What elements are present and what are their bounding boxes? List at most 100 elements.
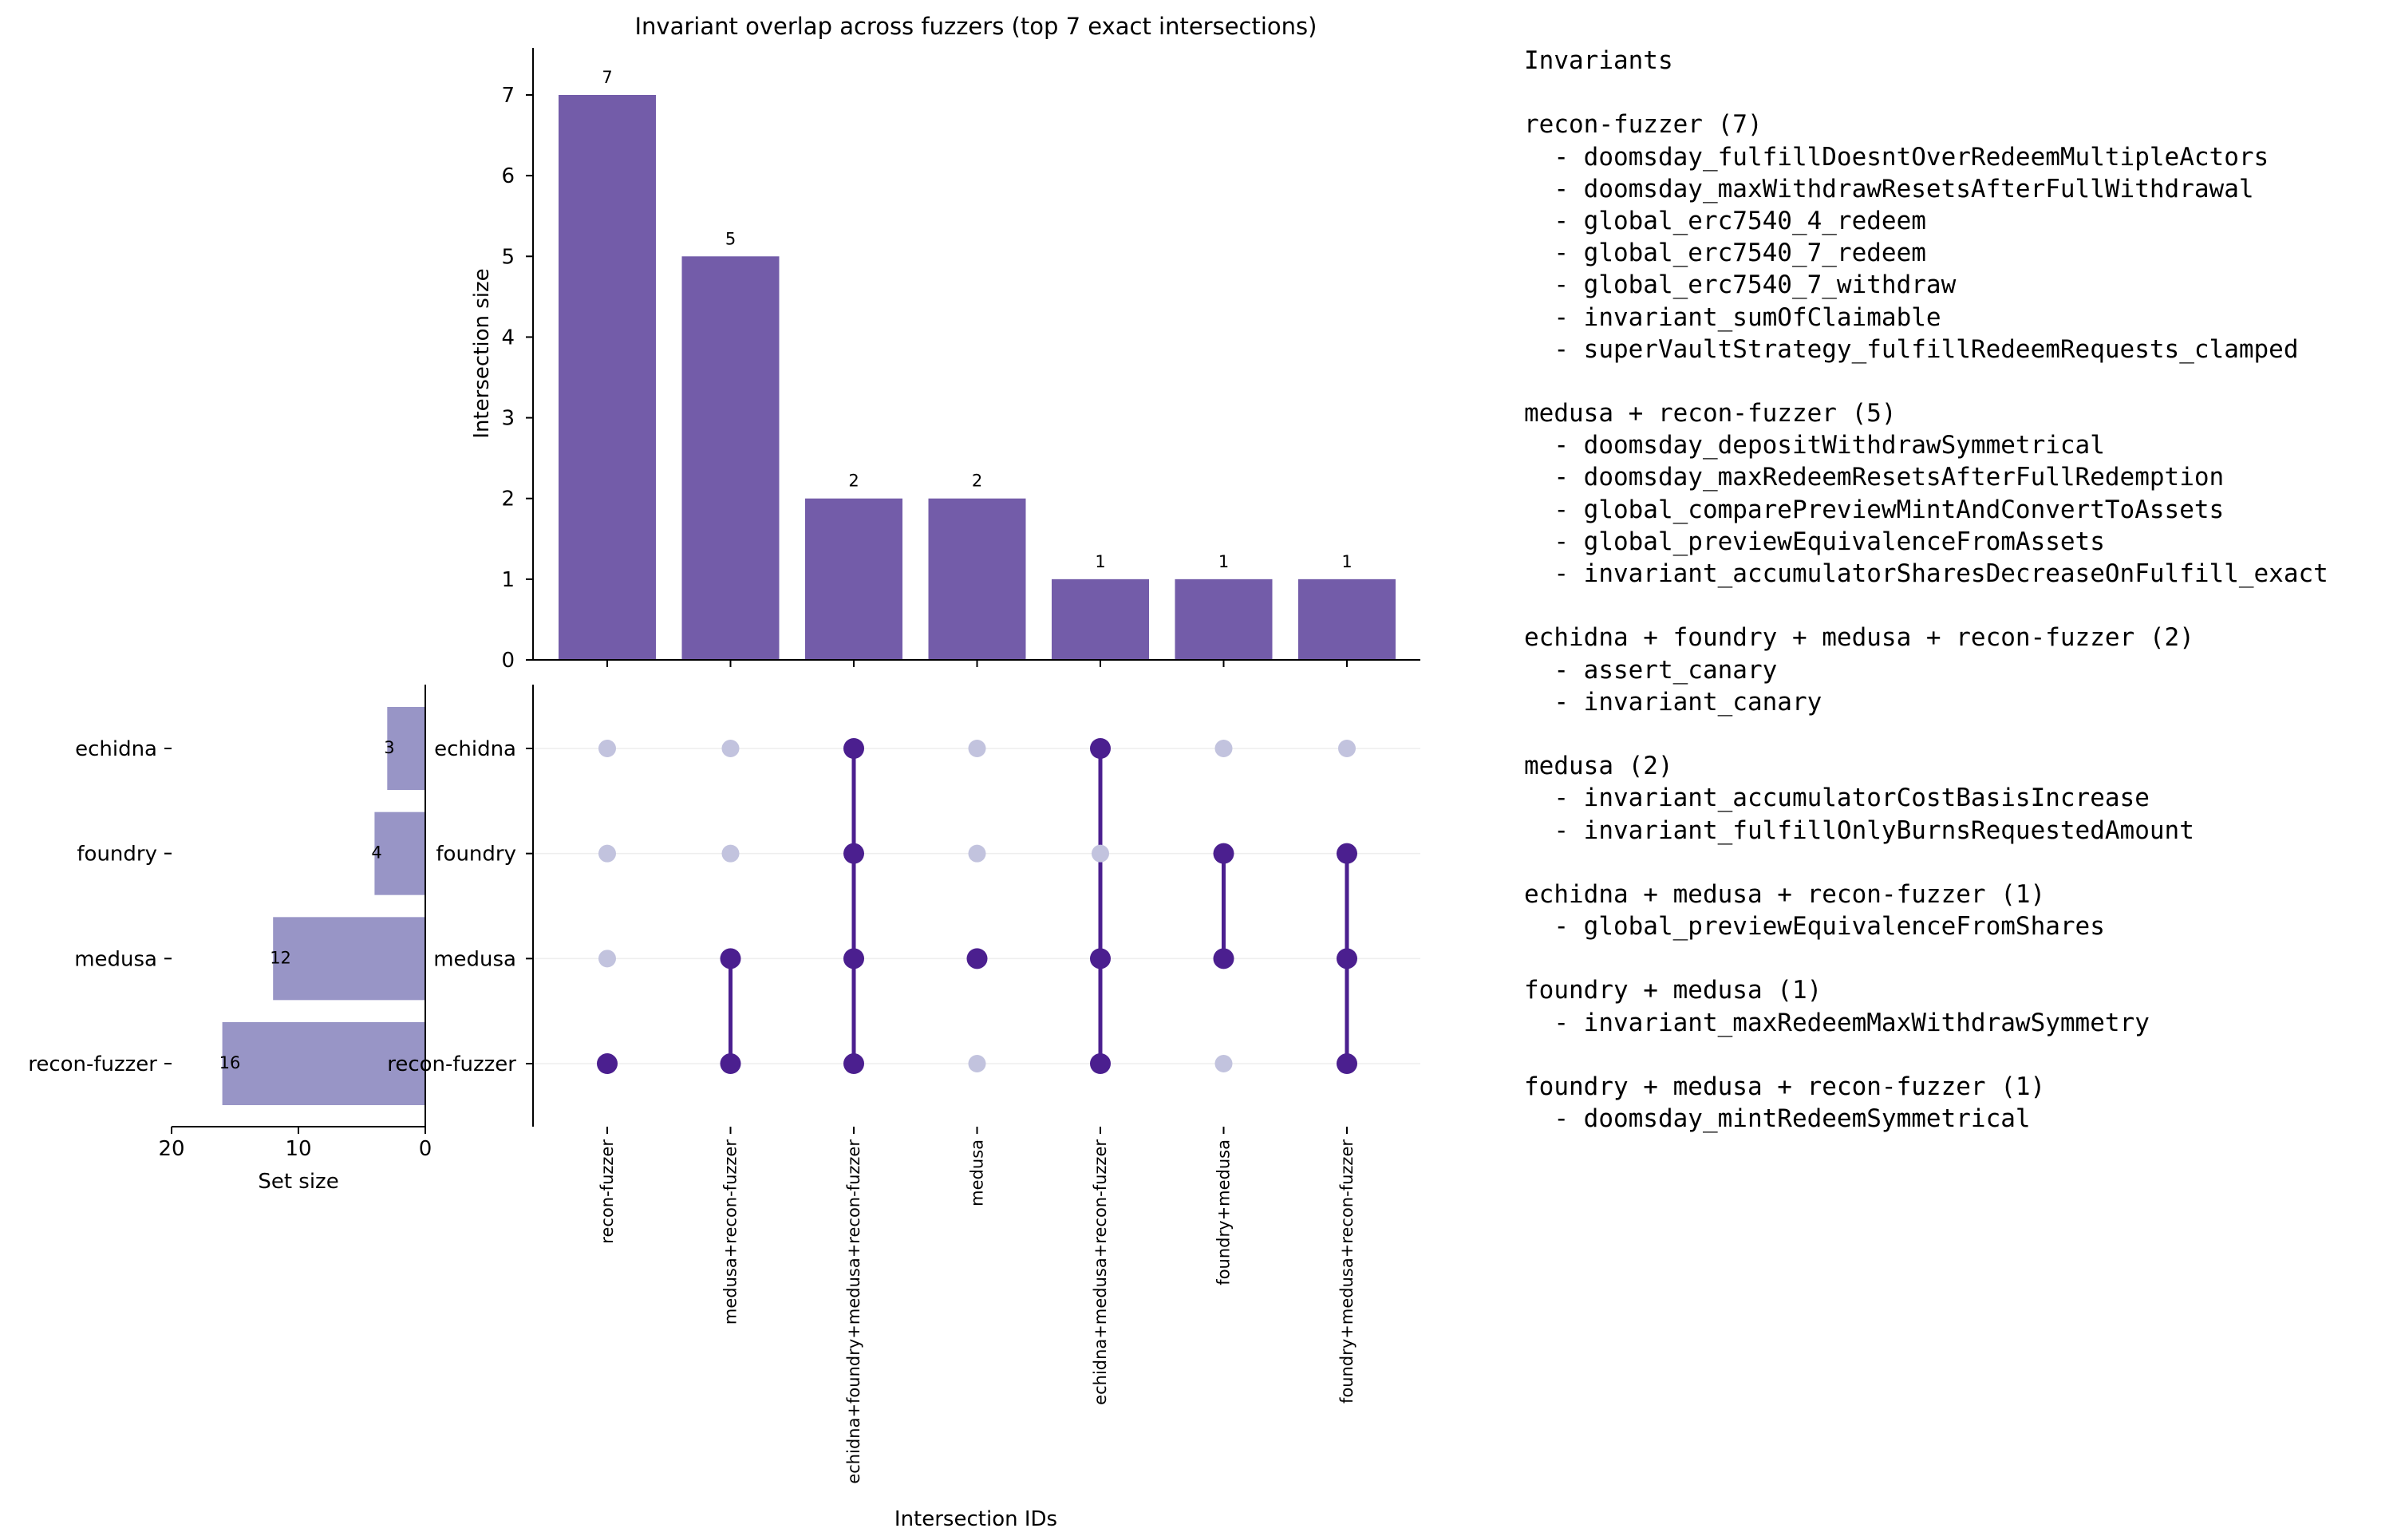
legend-item-label: invariant_accumulatorCostBasisIncrease [1583, 784, 2150, 813]
column-label: recon-fuzzer [598, 1139, 617, 1244]
column-label: echidna+foundry+medusa+recon-fuzzer [844, 1139, 863, 1484]
legend-group-header: medusa (2) [1524, 752, 1673, 781]
set-size-value: 3 [384, 738, 394, 757]
legend-item-bullet: - [1524, 206, 1584, 235]
matrix-dot-active [1090, 738, 1111, 759]
legend-item-bullet: - [1524, 527, 1584, 556]
matrix-dot-inactive [721, 740, 740, 757]
legend-item: - assert_canary [1524, 654, 2394, 686]
legend-item-label: doomsday_fulfillDoesntOverRedeemMultiple… [1583, 142, 2269, 172]
matrix-dot-active [843, 843, 864, 864]
matrix-dot-active [1337, 843, 1357, 864]
intersection-bar-value: 2 [972, 472, 982, 491]
legend-item: - doomsday_fulfillDoesntOverRedeemMultip… [1524, 141, 2394, 173]
legend-item: - invariant_accumulatorCostBasisIncrease [1524, 782, 2394, 814]
y-tick-label: 4 [501, 326, 515, 349]
legend-item-label: doomsday_depositWithdrawSymmetrical [1583, 431, 2105, 460]
legend-item-bullet: - [1524, 334, 1584, 364]
set-size-bar [222, 1022, 425, 1106]
legend-group-header: echidna + medusa + recon-fuzzer (1) [1524, 879, 2046, 909]
set-size-value: 4 [371, 843, 381, 863]
set-size-bar [273, 917, 425, 1001]
legend-item: - global_previewEquivalenceFromAssets [1524, 526, 2394, 558]
legend-item-label: global_erc7540_4_redeem [1583, 206, 1926, 235]
legend-item-bullet: - [1524, 270, 1584, 300]
column-label: medusa [968, 1139, 987, 1206]
matrix-row-label: foundry [436, 843, 516, 867]
legend-item: - doomsday_depositWithdrawSymmetrical [1524, 429, 2394, 461]
legend-spacer [1524, 847, 2394, 879]
legend-item: - invariant_maxRedeemMaxWithdrawSymmetry [1524, 1007, 2394, 1039]
legend-spacer [1524, 590, 2394, 622]
legend-item-label: global_erc7540_7_withdraw [1583, 270, 1957, 300]
legend-spacer [1524, 718, 2394, 750]
legend-item-bullet: - [1524, 495, 1584, 524]
legend-spacer [1524, 77, 2394, 109]
column-label: echidna+medusa+recon-fuzzer [1091, 1139, 1110, 1405]
x-axis-label: Intersection IDs [894, 1507, 1057, 1531]
legend-group-header: foundry + medusa + recon-fuzzer (1) [1524, 1072, 2046, 1101]
set-size-tick-label: 10 [285, 1137, 311, 1161]
legend-item-label: invariant_canary [1583, 687, 1822, 717]
column-label: foundry+medusa+recon-fuzzer [1337, 1139, 1356, 1404]
set-size-bar [387, 707, 425, 790]
matrix-dot-inactive [1214, 1055, 1233, 1073]
legend-item-label: global_previewEquivalenceFromShares [1583, 912, 2105, 942]
legend-item-label: doomsday_maxWithdrawResetsAfterFullWithd… [1583, 174, 2254, 203]
legend-item: - invariant_canary [1524, 686, 2394, 718]
intersection-bar [928, 498, 1026, 660]
membership-matrix [597, 738, 1357, 1075]
legend-item-label: invariant_maxRedeemMaxWithdrawSymmetry [1583, 1008, 2150, 1037]
chart-title: Invariant overlap across fuzzers (top 7 … [635, 13, 1317, 40]
legend-item-bullet: - [1524, 431, 1584, 460]
matrix-dot-inactive [968, 740, 986, 757]
column-label: medusa+recon-fuzzer [721, 1139, 740, 1325]
set-size-bars: 3 4 12 16 [219, 707, 425, 1106]
matrix-dot-inactive [598, 740, 616, 757]
legend-item-label: invariant_fulfillOnlyBurnsRequestedAmoun… [1583, 815, 2194, 845]
legend-item: - doomsday_mintRedeemSymmetrical [1524, 1103, 2394, 1135]
intersection-bar [805, 498, 902, 660]
matrix-dot-active [966, 948, 988, 969]
matrix-dot-inactive [721, 844, 740, 863]
legend-item-bullet: - [1524, 912, 1584, 942]
column-label: foundry+medusa [1214, 1139, 1234, 1285]
legend-item-bullet: - [1524, 142, 1584, 172]
y-tick-label: 6 [501, 164, 515, 188]
intersection-bar-value: 1 [1341, 552, 1352, 571]
matrix-dot-active [843, 738, 864, 759]
y-axis-label: Intersection size [470, 268, 494, 438]
legend-item-label: global_previewEquivalenceFromAssets [1583, 527, 2105, 556]
legend-item-label: invariant_sumOfClaimable [1583, 302, 1941, 332]
legend-group-header: recon-fuzzer (7) [1524, 110, 1763, 140]
matrix-dot-inactive [598, 844, 616, 863]
intersection-bar [1175, 578, 1273, 660]
legend-item: - doomsday_maxRedeemResetsAfterFullRedem… [1524, 461, 2394, 493]
set-size-tick-label: 20 [158, 1137, 184, 1161]
legend-item: - global_erc7540_4_redeem [1524, 205, 2394, 237]
matrix-dot-inactive [598, 950, 616, 968]
y-tick-label: 3 [501, 407, 515, 431]
matrix-dot-active [1337, 1053, 1357, 1075]
intersection-bar-value: 2 [848, 472, 859, 491]
legend-item-bullet: - [1524, 239, 1584, 268]
legend-item-label: superVaultStrategy_fulfillRedeemRequests… [1583, 334, 2299, 364]
set-size-tick-label: 0 [419, 1137, 432, 1161]
legend-item: - global_erc7540_7_redeem [1524, 237, 2394, 269]
legend-item: - invariant_sumOfClaimable [1524, 302, 2394, 334]
intersection-bar [681, 256, 780, 660]
legend-group-header: echidna + foundry + medusa + recon-fuzze… [1524, 623, 2194, 653]
legend-item: - global_comparePreviewMintAndConvertToA… [1524, 494, 2394, 526]
matrix-dot-active [720, 1053, 741, 1075]
legend-item-bullet: - [1524, 687, 1584, 717]
set-row-label: recon-fuzzer [28, 1052, 157, 1076]
legend-item-label: invariant_accumulatorSharesDecreaseOnFul… [1583, 559, 2328, 588]
intersection-bar [1052, 578, 1149, 660]
intersection-bar [559, 95, 656, 660]
set-size-value: 12 [270, 948, 291, 967]
legend-item-bullet: - [1524, 174, 1584, 203]
y-tick-label: 1 [501, 568, 515, 592]
y-tick-label: 0 [501, 649, 515, 673]
